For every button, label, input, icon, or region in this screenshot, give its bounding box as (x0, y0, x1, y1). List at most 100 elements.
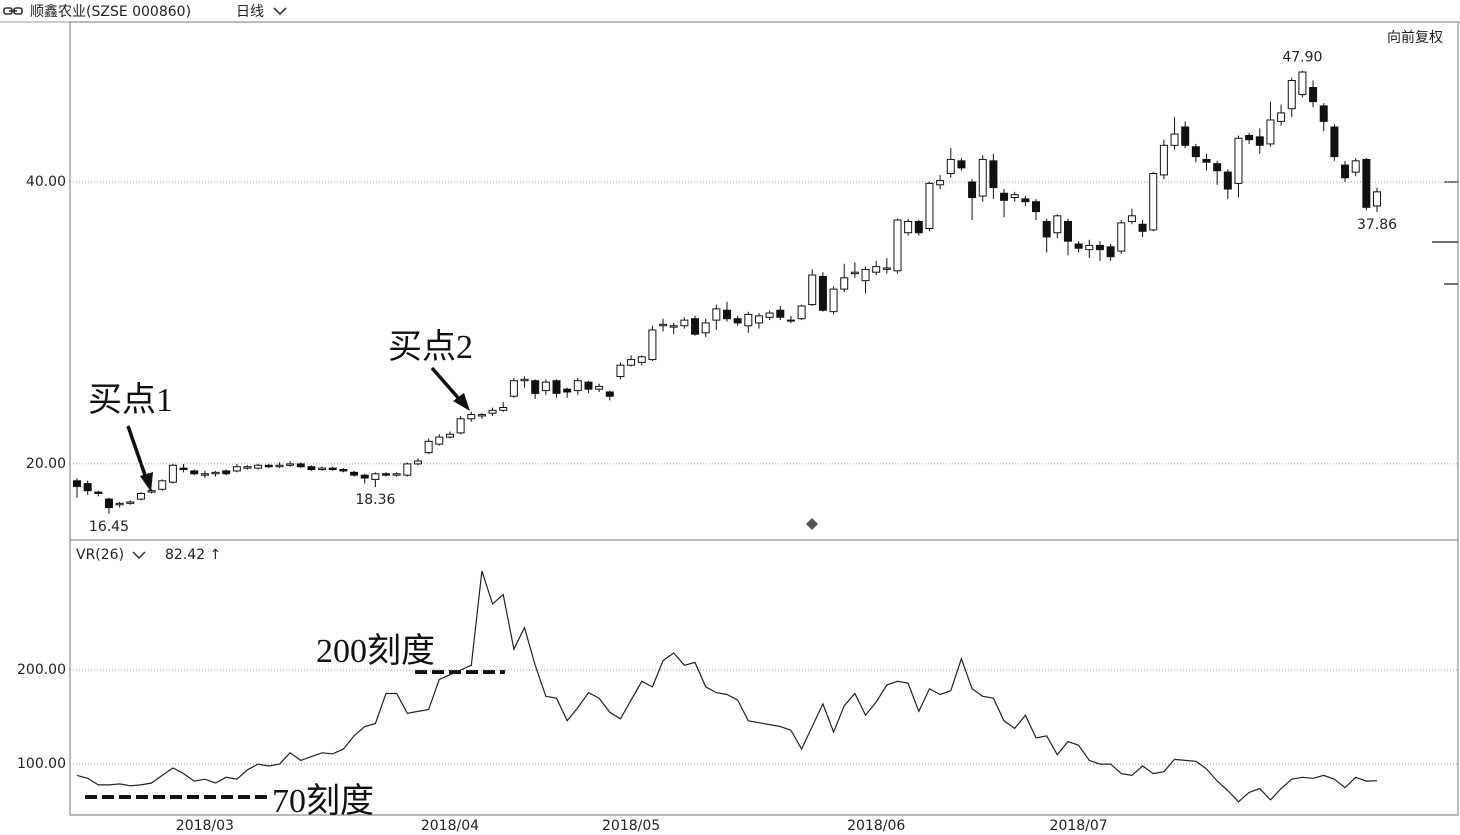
candle-body (392, 473, 401, 476)
y-tick-label: 40.00 (26, 174, 66, 190)
candle-body (957, 160, 966, 169)
candle-body (1053, 215, 1062, 234)
annotation-arrow (430, 366, 462, 402)
candle-body (840, 277, 849, 290)
candle-body (264, 464, 273, 468)
candle-body (786, 319, 795, 322)
candle-body (1245, 134, 1254, 141)
candle-body (1373, 191, 1381, 207)
candle-body (1319, 105, 1328, 122)
candle-body (563, 388, 572, 393)
candle-body (733, 318, 742, 324)
x-tick-label: 2018/07 (1050, 818, 1108, 834)
candle-body (1255, 136, 1264, 146)
candle-body (1266, 119, 1275, 145)
candle-body (168, 464, 177, 483)
low-label: 37.86 (1357, 217, 1397, 233)
candle-body (222, 470, 231, 475)
candle-body (275, 464, 284, 468)
candle-body (1277, 112, 1286, 122)
candle-body (1309, 87, 1318, 103)
candle-body (136, 492, 145, 500)
link-icon (3, 7, 23, 15)
annotation-arrowhead (140, 472, 153, 492)
candle-body (637, 356, 646, 363)
event-marker[interactable] (806, 518, 818, 530)
candle-body (1223, 171, 1232, 190)
period-chevron[interactable] (273, 7, 287, 16)
candle-body (200, 473, 209, 476)
candle-body (403, 463, 412, 476)
candle-body (147, 490, 156, 493)
candle-body (776, 309, 785, 318)
candle-body (701, 322, 710, 334)
candle-body (307, 466, 316, 471)
candle-body (1287, 79, 1296, 110)
x-tick-label: 2018/06 (847, 818, 905, 834)
candle-body (872, 266, 881, 273)
candle-body (211, 471, 220, 475)
candle-body (754, 315, 763, 324)
candle-body (978, 158, 987, 197)
candle-body (1181, 126, 1190, 146)
indicator-chevron[interactable] (132, 551, 146, 560)
x-tick-label: 2018/04 (421, 818, 479, 834)
candle-body (254, 464, 263, 469)
y-tick-label: 20.00 (26, 456, 66, 472)
annotation: 70刻度 (272, 782, 374, 820)
candle-body (765, 312, 774, 318)
vr-panel-border (69, 539, 1459, 816)
candle-body (243, 466, 252, 469)
candle-body (1191, 146, 1200, 158)
indicator-value: 82.42 ↑ (165, 547, 221, 563)
candle-body (477, 414, 486, 417)
candle-body (1351, 160, 1360, 173)
candle-body (744, 313, 753, 327)
annotation: 买点2 (388, 328, 473, 366)
candle-body (712, 308, 721, 321)
candle-body (456, 418, 465, 434)
candle-body (797, 305, 806, 320)
candle-body (190, 470, 199, 475)
candle-body (499, 407, 508, 411)
candle-body (520, 378, 529, 382)
low-label: 18.36 (355, 492, 395, 508)
candle-body (531, 380, 540, 394)
candle-body (541, 381, 550, 392)
candle-body (936, 180, 945, 186)
candle-body (1063, 220, 1072, 242)
candle-body (818, 275, 827, 311)
candle-body (318, 467, 327, 471)
candle-body (723, 309, 731, 320)
candle-body (808, 274, 817, 306)
plot-layer: 20.00 40.00 16.45 2018/03 18.36 2018/04 2018/0… (17, 50, 1458, 834)
candle-body (968, 181, 977, 198)
candle-body (1202, 158, 1211, 163)
candle-body (296, 463, 305, 468)
candle-body (158, 480, 167, 490)
candle-body (73, 480, 81, 487)
candle-body (339, 469, 348, 472)
candle-body (435, 436, 444, 445)
candle-body (659, 323, 668, 327)
period-selector[interactable]: 日线 (236, 4, 264, 20)
candle-body (605, 391, 614, 397)
candle-body (1074, 243, 1083, 249)
candle-body (1213, 163, 1222, 172)
candle-body (552, 380, 561, 394)
indicator-name[interactable]: VR(26) (76, 547, 124, 563)
candle-body (1149, 173, 1158, 231)
candle-body (989, 160, 998, 189)
candle-body (179, 467, 188, 471)
candle-body (488, 409, 497, 414)
candle-body (904, 220, 913, 234)
candle-body (595, 385, 604, 390)
candle-body (1127, 215, 1136, 222)
adjust-selector[interactable]: 向前复权 (1387, 29, 1443, 46)
candle-body (1106, 246, 1115, 258)
candle-body (232, 466, 241, 472)
candle-body (861, 268, 870, 282)
annotation: 买点1 (88, 381, 173, 419)
